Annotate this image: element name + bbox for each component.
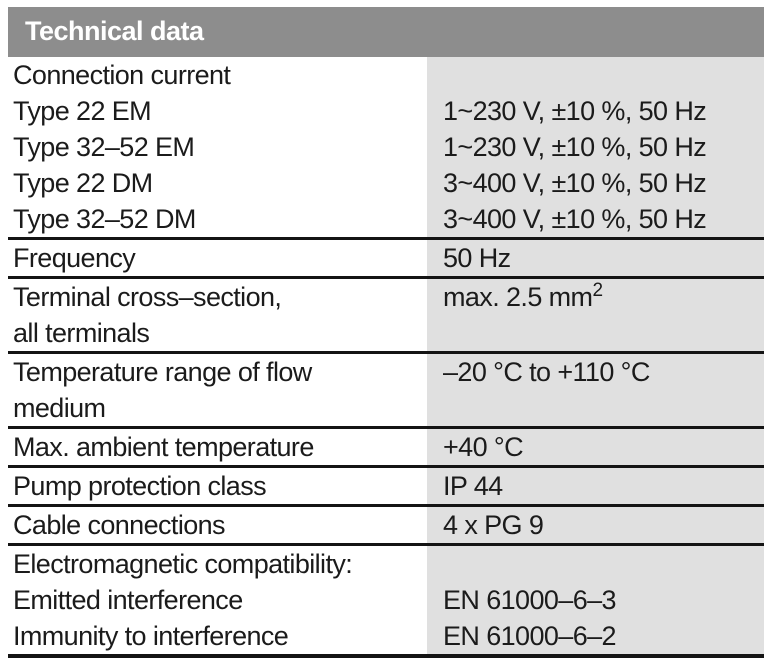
table-row: Temperature range of flow –20 °C to +110… (8, 354, 764, 390)
table-row: Immunity to interference EN 61000–6–2 (8, 618, 764, 654)
table-row: Type 22 DM 3~400 V, ±10 %, 50 Hz (8, 165, 764, 201)
section-connection-current: Connection current Type 22 EM 1~230 V, ±… (8, 57, 764, 240)
table-row: Type 32–52 EM 1~230 V, ±10 %, 50 Hz (8, 129, 764, 165)
row-label: all terminals (8, 315, 427, 351)
row-value: IP 44 (427, 468, 764, 504)
row-value: max. 2.5 mm2 (427, 279, 764, 315)
row-label: Electromagnetic compatibility: (8, 546, 427, 582)
table-header-bar: Technical data (8, 7, 764, 57)
table-row: Electromagnetic compatibility: (8, 546, 764, 582)
table-row: Type 22 EM 1~230 V, ±10 %, 50 Hz (8, 93, 764, 129)
row-label: Cable connections (8, 507, 427, 543)
row-label: Pump protection class (8, 468, 427, 504)
row-value (427, 546, 764, 582)
row-label: Type 32–52 EM (8, 129, 427, 165)
table-row: Cable connections 4 x PG 9 (8, 507, 764, 543)
row-label: Connection current (8, 57, 427, 93)
section-cable-connections: Cable connections 4 x PG 9 (8, 507, 764, 546)
row-value-text: max. 2.5 mm (443, 282, 593, 312)
row-label: medium (8, 390, 427, 426)
section-electromagnetic-compatibility: Electromagnetic compatibility: Emitted i… (8, 546, 764, 658)
row-value: 50 Hz (427, 240, 764, 276)
row-value: EN 61000–6–2 (427, 618, 764, 654)
table-row: Pump protection class IP 44 (8, 468, 764, 504)
section-frequency: Frequency 50 Hz (8, 240, 764, 279)
table-row: Connection current (8, 57, 764, 93)
table-row: Type 32–52 DM 3~400 V, ±10 %, 50 Hz (8, 201, 764, 237)
table-row: medium (8, 390, 764, 426)
row-label: Type 22 EM (8, 93, 427, 129)
row-label: Terminal cross–section, (8, 279, 427, 315)
table-title: Technical data (25, 16, 204, 46)
row-label: Emitted interference (8, 582, 427, 618)
row-label: Type 32–52 DM (8, 201, 427, 237)
row-value (427, 57, 764, 93)
row-label: Temperature range of flow (8, 354, 427, 390)
row-label: Immunity to interference (8, 618, 427, 654)
table-row: all terminals (8, 315, 764, 351)
row-label: Max. ambient temperature (8, 429, 427, 465)
row-value: 3~400 V, ±10 %, 50 Hz (427, 165, 764, 201)
row-label: Type 22 DM (8, 165, 427, 201)
section-terminal-cross-section: Terminal cross–section, max. 2.5 mm2 all… (8, 279, 764, 354)
row-value: 1~230 V, ±10 %, 50 Hz (427, 129, 764, 165)
section-temperature-range: Temperature range of flow –20 °C to +110… (8, 354, 764, 429)
row-value: 4 x PG 9 (427, 507, 764, 543)
table-row: Terminal cross–section, max. 2.5 mm2 (8, 279, 764, 315)
row-value: 1~230 V, ±10 %, 50 Hz (427, 93, 764, 129)
row-label: Frequency (8, 240, 427, 276)
row-value: +40 °C (427, 429, 764, 465)
row-value: EN 61000–6–3 (427, 582, 764, 618)
section-max-ambient-temperature: Max. ambient temperature +40 °C (8, 429, 764, 468)
row-value (427, 390, 764, 426)
table-row: Max. ambient temperature +40 °C (8, 429, 764, 465)
technical-data-table: Technical data Connection current Type 2… (8, 7, 764, 658)
row-value: –20 °C to +110 °C (427, 354, 764, 390)
section-pump-protection-class: Pump protection class IP 44 (8, 468, 764, 507)
row-value: 3~400 V, ±10 %, 50 Hz (427, 201, 764, 237)
superscript-exponent: 2 (592, 280, 603, 301)
table-row: Frequency 50 Hz (8, 240, 764, 276)
table-row: Emitted interference EN 61000–6–3 (8, 582, 764, 618)
row-value (427, 315, 764, 351)
